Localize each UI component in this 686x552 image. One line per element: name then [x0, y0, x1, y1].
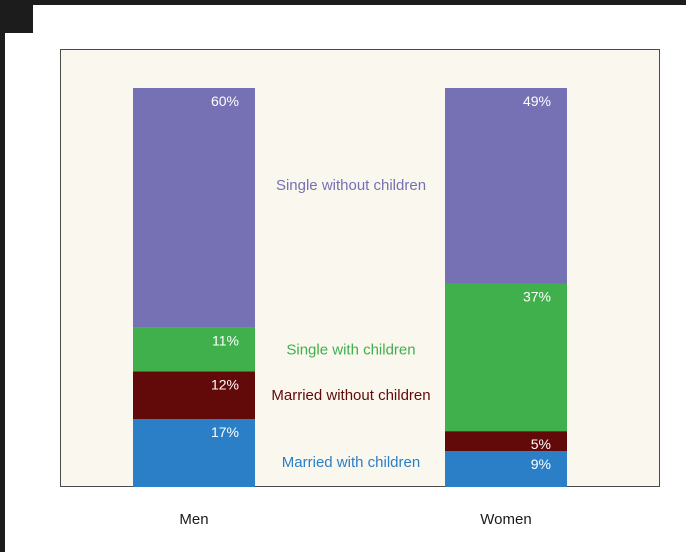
series-label-single-without-children: Single without children	[276, 177, 426, 194]
bar-women-married-with-children	[445, 451, 567, 487]
data-label-women-married-without-children: 5%	[531, 436, 551, 452]
bar-women-married-without-children	[445, 431, 567, 452]
bar-men-single-without-children	[133, 88, 255, 328]
bar-men-married-with-children	[133, 419, 255, 487]
data-label-women-single-with-children: 37%	[523, 289, 551, 305]
data-label-men-single-with-children: 11%	[212, 332, 239, 348]
series-label-single-with-children: Single with children	[286, 341, 415, 358]
data-label-women-married-with-children: 9%	[531, 456, 551, 472]
data-label-men-married-without-children: 12%	[211, 376, 239, 392]
data-label-men-single-without-children: 60%	[211, 93, 239, 109]
x-tick-label-men: Men	[179, 511, 208, 528]
frame-top-bar	[0, 0, 686, 5]
bar-men-single-with-children	[133, 327, 255, 372]
bar-women-single-with-children	[445, 283, 567, 432]
corner-tab	[0, 0, 33, 33]
bar-men-married-without-children	[133, 371, 255, 420]
frame-left-bar	[0, 0, 5, 552]
data-label-women-single-without-children: 49%	[523, 93, 551, 109]
x-tick-label-women: Women	[480, 511, 531, 528]
bar-women-single-without-children	[445, 88, 567, 284]
series-label-married-without-children: Married without children	[271, 387, 430, 404]
series-label-married-with-children: Married with children	[282, 454, 420, 471]
data-label-men-married-with-children: 17%	[211, 424, 239, 440]
